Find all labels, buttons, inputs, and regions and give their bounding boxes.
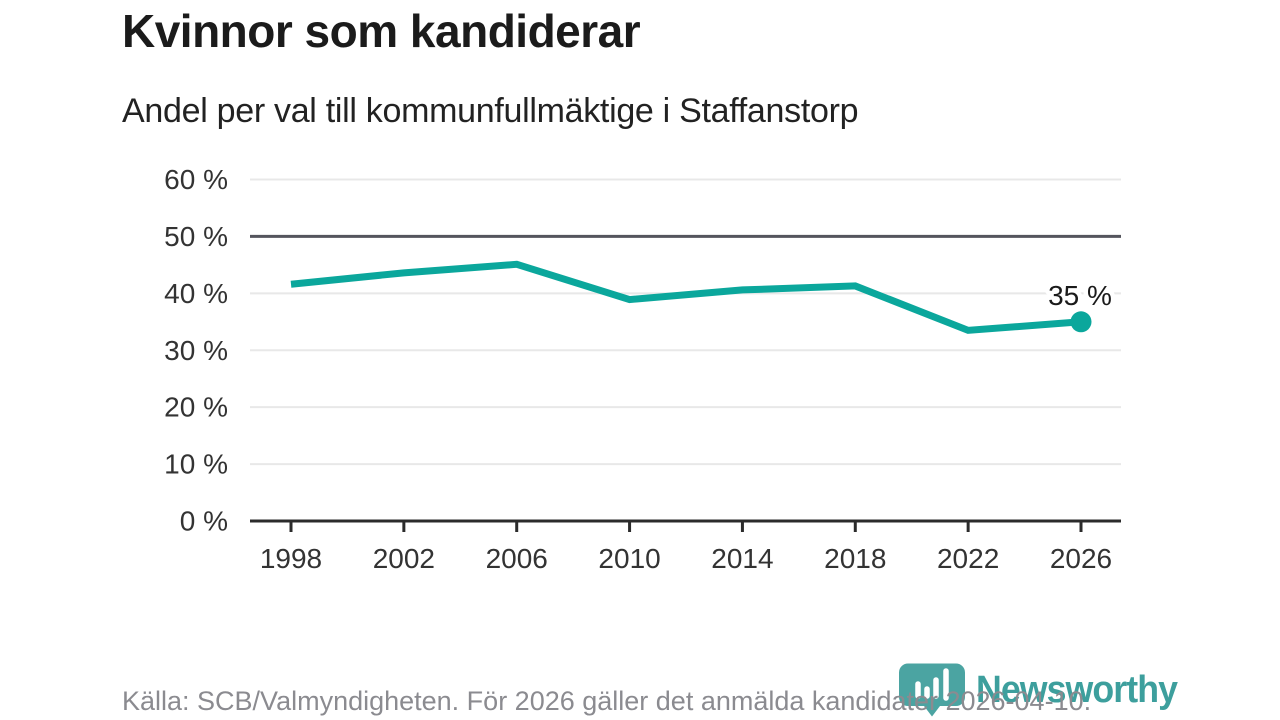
x-tick-label: 2010 [598, 543, 660, 574]
x-tick-label: 2002 [373, 543, 435, 574]
data-line [290, 260, 1082, 334]
logo-bars [915, 668, 949, 701]
newsworthy-logo: Newsworthy [898, 663, 1190, 717]
x-tick-label: 2018 [824, 543, 886, 574]
y-tick-label: 60 % [164, 164, 228, 195]
x-tick-label: 1998 [260, 543, 322, 574]
x-tick-label: 2022 [937, 543, 999, 574]
y-tick-label: 30 % [164, 335, 228, 366]
x-tick-label: 2006 [486, 543, 548, 574]
y-tick-label: 10 % [164, 449, 228, 480]
chart-title: Kvinnor som kandiderar [122, 5, 641, 57]
y-tick-label: 50 % [164, 221, 228, 252]
x-tick-label: 2026 [1050, 543, 1112, 574]
y-tick-label: 20 % [164, 392, 228, 423]
newsworthy-logo-icon [899, 663, 965, 717]
y-tick-label: 0 % [180, 506, 228, 537]
end-value-label: 35 % [1048, 280, 1112, 311]
end-point-dot [1070, 311, 1092, 333]
source-text: Källa: SCB/Valmyndigheten. För 2026 gäll… [122, 686, 1092, 716]
y-tick-label: 40 % [164, 278, 228, 309]
newsworthy-wordmark: Newsworthy [976, 669, 1178, 711]
x-tick-label: 2014 [711, 543, 773, 574]
chart-subtitle: Andel per val till kommunfullmäktige i S… [122, 92, 859, 130]
